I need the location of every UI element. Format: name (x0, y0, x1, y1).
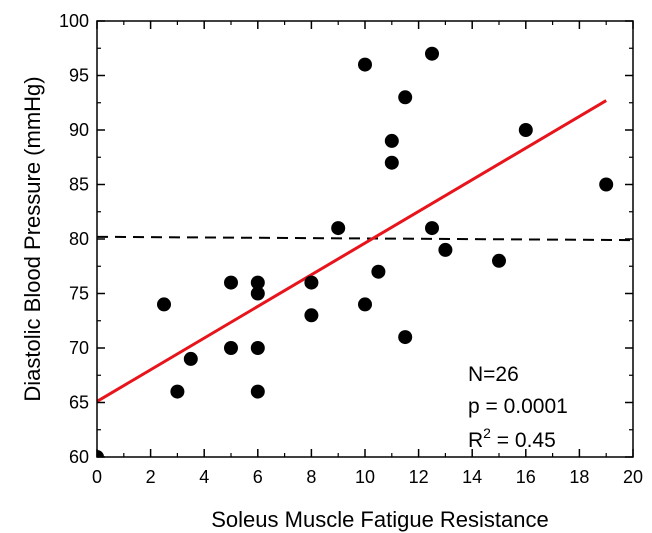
data-points (97, 46, 614, 457)
data-point (371, 264, 386, 279)
x-tick-label: 4 (199, 467, 209, 487)
y-tick-labels: 60 65 70 75 80 85 90 95 100 (59, 11, 89, 467)
data-point (250, 341, 265, 355)
data-point (518, 123, 533, 137)
reference-dashed-line (96, 235, 634, 242)
data-point (183, 351, 198, 366)
y-tick-label: 95 (69, 66, 89, 86)
r2-suffix: = 0.45 (491, 429, 556, 452)
data-point (384, 155, 399, 170)
y-tick-label: 60 (69, 447, 89, 467)
x-tick-label: 18 (569, 467, 589, 487)
data-point (224, 341, 238, 355)
x-tick-label: 20 (623, 467, 643, 487)
data-point (358, 297, 372, 312)
x-axis-title: Soleus Muscle Fatigue Resistance (211, 507, 549, 532)
axis-ticks (96, 20, 634, 458)
x-tick-labels: 0 2 4 6 8 10 12 14 16 18 20 (92, 467, 643, 487)
data-point (358, 57, 372, 72)
regression-line-layer (96, 99, 607, 403)
data-point (492, 253, 506, 268)
data-point (250, 286, 265, 301)
x-tick-label: 2 (146, 467, 156, 487)
data-point (398, 330, 413, 345)
y-tick-label: 80 (69, 229, 89, 249)
x-tick-label: 10 (355, 467, 375, 487)
data-point (331, 221, 346, 236)
data-point (398, 90, 413, 105)
data-point (304, 275, 319, 290)
data-point (170, 384, 185, 399)
r2-prefix: R (468, 429, 483, 452)
data-point (157, 297, 171, 312)
data-point (224, 275, 238, 290)
x-tick-label: 12 (409, 467, 429, 487)
data-point (250, 384, 265, 399)
y-axis-title: Diastolic Blood Pressure (mmHg) (20, 76, 45, 401)
y-tick-label: 65 (69, 393, 89, 413)
annotation-n: N=26 (468, 363, 519, 386)
annotation-r-squared: R2 = 0.45 (468, 425, 556, 452)
data-point (425, 46, 439, 61)
y-tick-label: 100 (59, 11, 89, 31)
data-point (384, 133, 399, 148)
x-tick-label: 0 (92, 467, 102, 487)
data-point (425, 221, 439, 236)
data-point (250, 275, 265, 290)
data-point (599, 177, 614, 192)
y-tick-label: 75 (69, 284, 89, 304)
regression-line (96, 99, 607, 403)
data-point (97, 450, 104, 457)
y-tick-label: 70 (69, 338, 89, 358)
r2-superscript: 2 (483, 425, 491, 441)
y-tick-label: 85 (69, 175, 89, 195)
data-point (438, 242, 453, 257)
data-point (304, 308, 319, 323)
x-tick-label: 8 (306, 467, 316, 487)
x-tick-label: 16 (516, 467, 536, 487)
y-tick-label: 90 (69, 120, 89, 140)
annotation-p-value: p = 0.0001 (468, 395, 568, 418)
x-tick-label: 14 (462, 467, 482, 487)
x-tick-label: 6 (253, 467, 263, 487)
reference-line-layer (96, 235, 634, 242)
